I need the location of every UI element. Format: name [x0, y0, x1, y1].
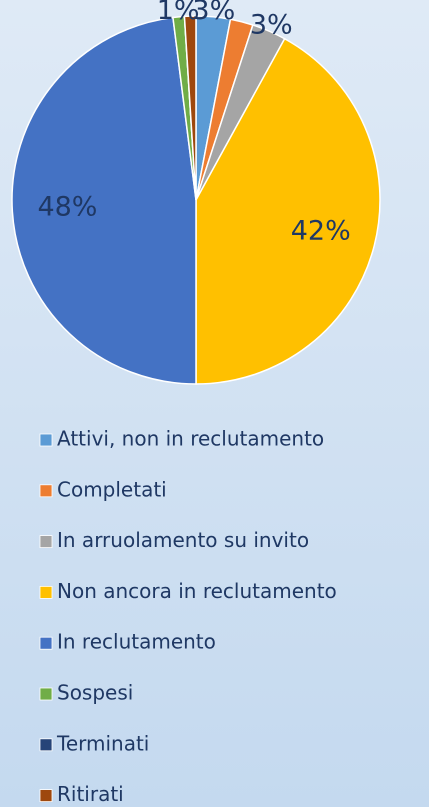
legend-swatch	[39, 687, 53, 701]
pie-slice	[195, 37, 381, 385]
legend-label: Attivi, non in reclutamento	[57, 427, 324, 451]
legend-swatch	[39, 586, 53, 599]
legend-swatch	[39, 738, 53, 752]
data-label: 48%	[37, 192, 97, 223]
legend: Attivi, non in reclutamento Completati In …	[39, 427, 337, 806]
legend-swatch	[39, 433, 53, 447]
legend-swatch	[39, 484, 53, 498]
legend-label: Terminati	[56, 731, 149, 755]
legend-label: Ritirati	[57, 782, 124, 806]
legend-label: In reclutamento	[57, 630, 216, 654]
data-label: 3%	[250, 10, 293, 41]
legend-label: In arruolamento su invito	[57, 528, 309, 552]
pie: 3% 3% 42% 48% 1%	[11, 0, 381, 385]
legend-swatch	[39, 636, 53, 650]
pie-slice	[11, 16, 197, 385]
legend-label: Non ancora in reclutamento	[57, 579, 337, 603]
data-label: 42%	[291, 216, 351, 247]
legend-label: Sospesi	[57, 681, 133, 705]
pie-slice	[183, 15, 197, 201]
legend-swatch	[39, 535, 53, 548]
legend-label: Completati	[57, 477, 167, 501]
legend-swatch	[39, 789, 53, 802]
data-label: 3%	[192, 0, 235, 26]
data-label: 1%	[157, 0, 200, 26]
